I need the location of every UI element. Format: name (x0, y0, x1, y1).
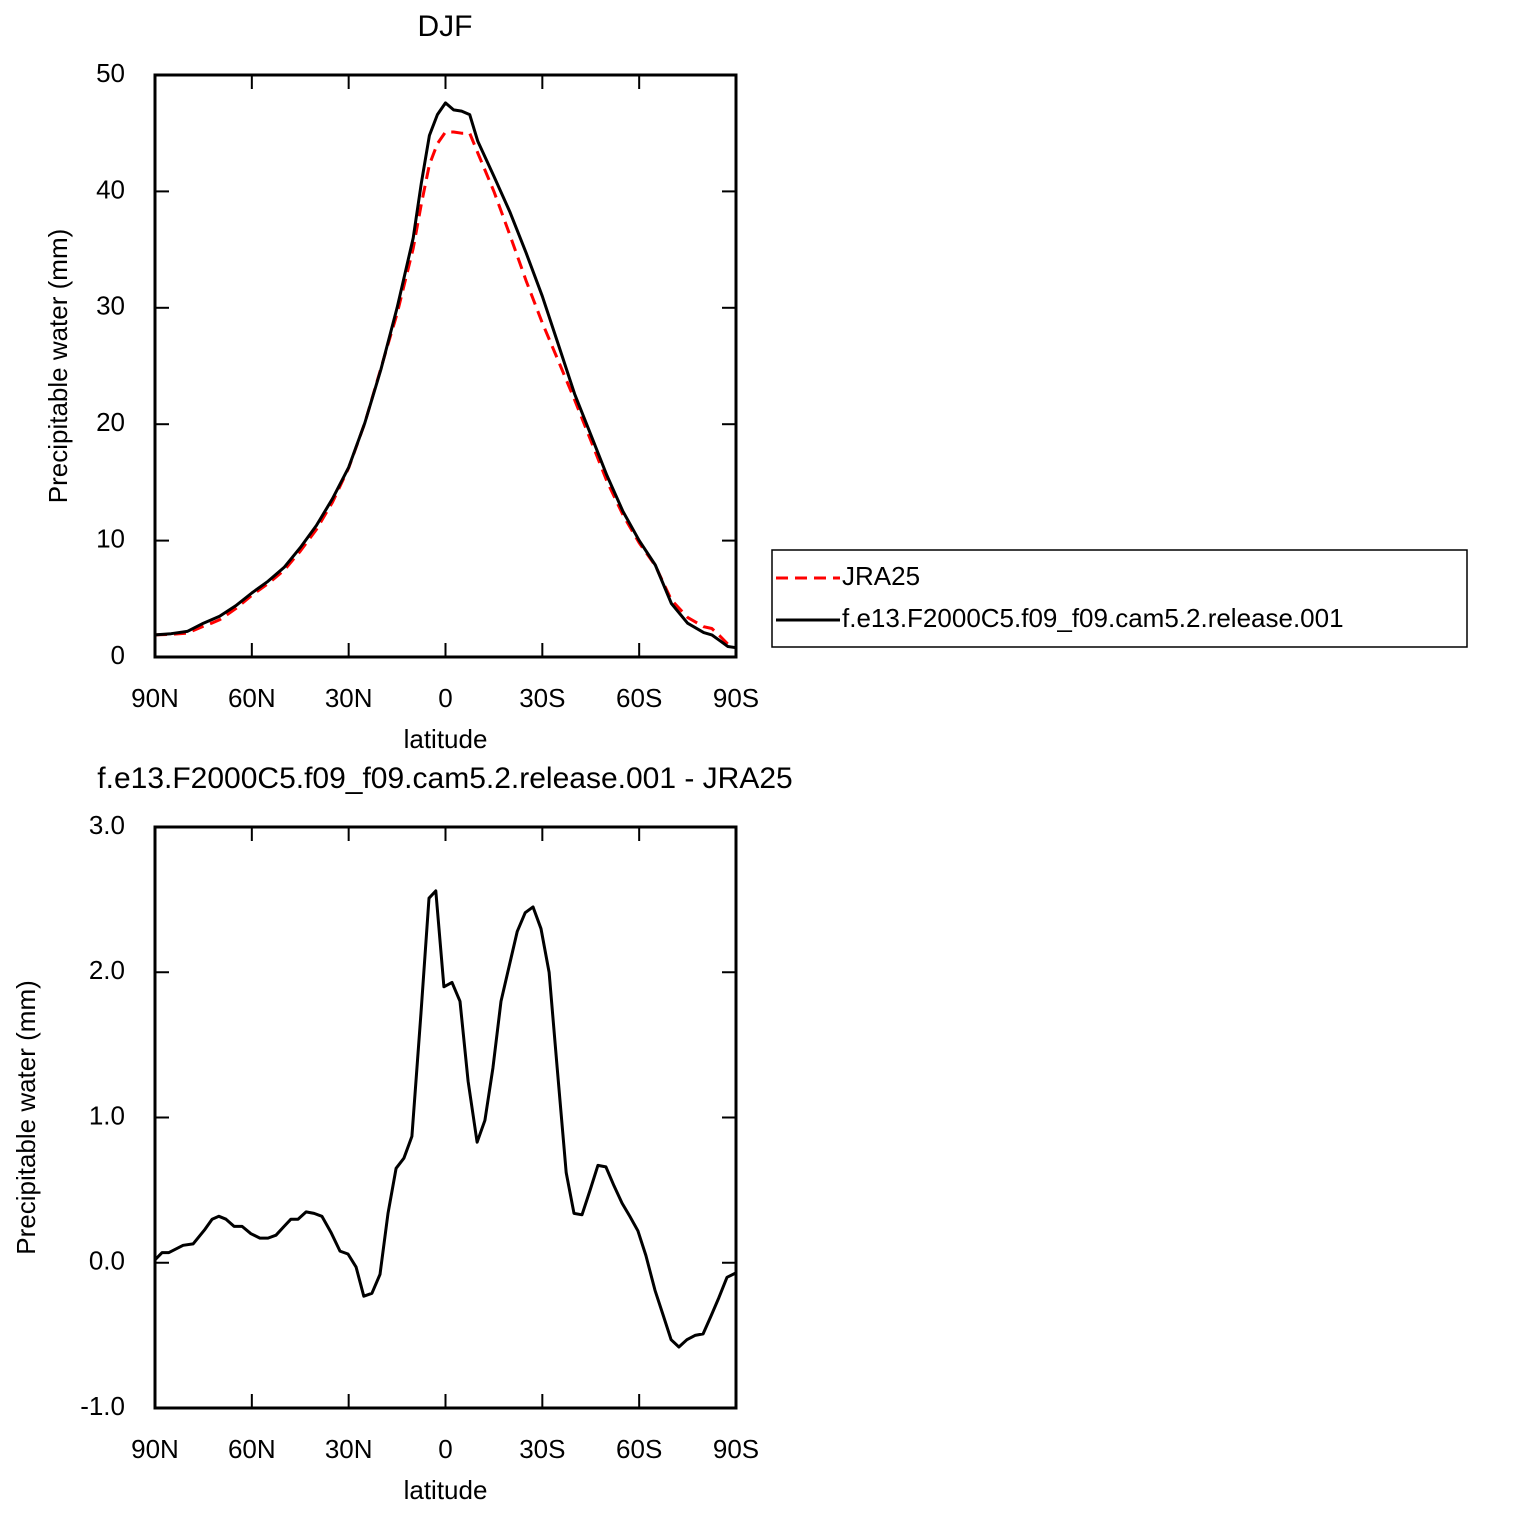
x-tick-label: 90S (713, 683, 759, 713)
x-tick-label: 30S (519, 683, 565, 713)
x-tick-label: 60S (616, 683, 662, 713)
y-tick-label: 3.0 (89, 810, 125, 840)
y-tick-label: 2.0 (89, 955, 125, 985)
y-tick-label: 20 (96, 407, 125, 437)
data-line (154, 130, 737, 650)
data-line (153, 889, 737, 1349)
y-tick-label: 0 (111, 640, 125, 670)
y-tick-label: 40 (96, 174, 125, 204)
y-tick-label: 30 (96, 291, 125, 321)
y-axis-label: Precipitable water (mm) (11, 980, 41, 1255)
x-tick-label: 90N (131, 1434, 179, 1464)
x-tick-label: 30S (519, 1434, 565, 1464)
x-tick-label: 0 (438, 683, 452, 713)
x-tick-label: 60N (228, 1434, 276, 1464)
x-tick-label: 30N (325, 683, 373, 713)
y-tick-label: 50 (96, 58, 125, 88)
chart-title: f.e13.F2000C5.f09_f09.cam5.2.release.001… (97, 762, 792, 795)
x-tick-label: 90S (713, 1434, 759, 1464)
y-axis-label: Precipitable water (mm) (43, 229, 73, 504)
y-tick-label: -1.0 (80, 1391, 125, 1421)
chart-title: DJF (418, 10, 473, 43)
x-axis-label: latitude (404, 1475, 488, 1505)
y-tick-label: 0.0 (89, 1246, 125, 1276)
x-tick-label: 60N (228, 683, 276, 713)
legend-box (771, 549, 1468, 648)
plot-frame (153, 73, 738, 659)
x-axis-label: latitude (404, 724, 488, 754)
x-tick-label: 90N (131, 683, 179, 713)
legend-label: JRA25 (842, 561, 920, 591)
plot-frame (153, 825, 738, 1410)
y-tick-label: 1.0 (89, 1100, 125, 1130)
x-tick-label: 30N (325, 1434, 373, 1464)
x-tick-label: 60S (616, 1434, 662, 1464)
legend-label: f.e13.F2000C5.f09_f09.cam5.2.release.001 (842, 603, 1344, 633)
x-tick-label: 0 (438, 1434, 452, 1464)
data-line (154, 101, 737, 650)
y-tick-label: 10 (96, 523, 125, 553)
